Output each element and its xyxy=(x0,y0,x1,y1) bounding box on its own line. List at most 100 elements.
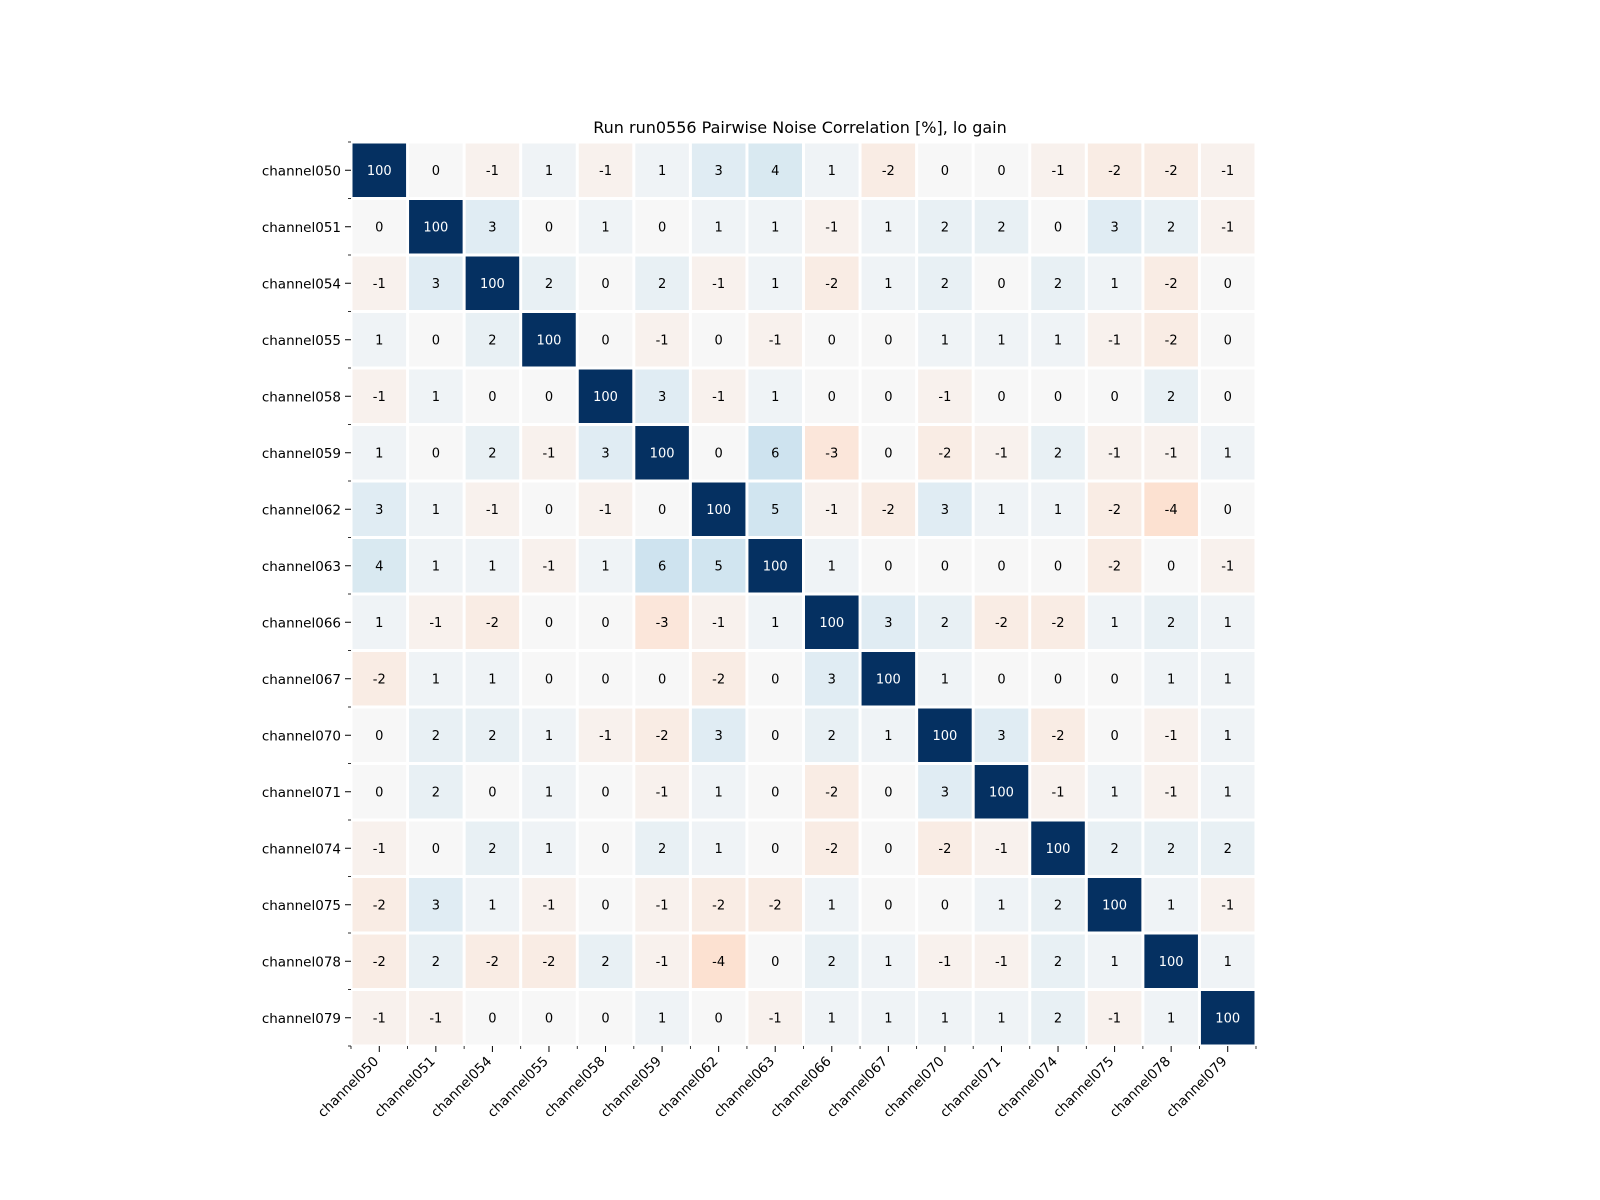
cell-value-label: -1 xyxy=(1165,785,1178,800)
cell-value-label: 1 xyxy=(545,785,553,800)
heatmap-cell-channel062-channel067 xyxy=(861,482,916,536)
heatmap-cell-channel050-channel054 xyxy=(465,143,520,197)
cell-value-label: 0 xyxy=(601,842,609,857)
heatmap-cell-channel054-channel075 xyxy=(1087,256,1142,310)
heatmap-cell-channel071-channel058 xyxy=(578,765,633,819)
cell-value-label: -3 xyxy=(825,446,838,461)
heatmap-cell-channel066-channel050 xyxy=(352,595,407,649)
cell-value-label: 3 xyxy=(375,503,383,518)
cell-value-label: 0 xyxy=(941,559,949,574)
heatmap-cell-channel059-channel078 xyxy=(1144,426,1198,480)
cell-value-label: 1 xyxy=(997,503,1005,518)
cell-value-label: 1 xyxy=(884,220,892,235)
heatmap-cell-channel067-channel074 xyxy=(1031,652,1085,706)
heatmap-cell-channel050-channel063 xyxy=(748,143,802,197)
cell-value-label: -1 xyxy=(542,446,555,461)
heatmap-cell-channel058-channel051 xyxy=(409,369,463,423)
heatmap-cell-channel058-channel059 xyxy=(635,369,689,423)
heatmap-cell-channel074-channel051 xyxy=(409,821,463,875)
heatmap-cell-channel066-channel063 xyxy=(748,595,802,649)
cell-value-label: 1 xyxy=(884,1011,892,1026)
heatmap-cell-channel070-channel079 xyxy=(1200,708,1255,762)
heatmap-cell-channel070-channel066 xyxy=(805,708,859,762)
heatmap-cell-channel079-channel078 xyxy=(1144,991,1198,1045)
cell-value-label: 2 xyxy=(1054,898,1062,913)
cell-value-label: 6 xyxy=(771,446,779,461)
cell-value-label: 100 xyxy=(650,446,675,461)
cell-value-label: -1 xyxy=(599,503,612,518)
heatmap-cell-channel058-channel063 xyxy=(748,369,802,423)
heatmap-cell-channel074-channel059 xyxy=(635,821,689,875)
heatmap-cell-channel054-channel067 xyxy=(861,256,916,310)
cell-value-label: 2 xyxy=(1167,390,1175,405)
heatmap-cell-channel071-channel062 xyxy=(691,765,746,819)
cell-value-label: -1 xyxy=(656,333,669,348)
cell-value-label: 0 xyxy=(545,503,553,518)
cell-value-label: 0 xyxy=(771,842,779,857)
cell-value-label: -1 xyxy=(995,955,1008,970)
cell-value-label: -1 xyxy=(656,785,669,800)
cell-value-label: 0 xyxy=(545,390,553,405)
heatmap-cell-channel066-channel067 xyxy=(861,595,916,649)
cell-value-label: 3 xyxy=(488,220,496,235)
heatmap-cell-channel074-channel054 xyxy=(465,821,520,875)
cell-value-label: 6 xyxy=(658,559,666,574)
heatmap-cell-channel075-channel067 xyxy=(861,878,916,932)
heatmap-cell-channel078-channel059 xyxy=(635,934,689,988)
heatmap-cell-channel054-channel050 xyxy=(352,256,407,310)
cell-value-label: 1 xyxy=(375,333,383,348)
cell-value-label: 2 xyxy=(488,333,496,348)
cell-value-label: 2 xyxy=(1224,842,1232,857)
heatmap-cell-channel079-channel063 xyxy=(748,991,802,1045)
cell-value-label: 2 xyxy=(432,729,440,744)
heatmap-cell-channel071-channel063 xyxy=(748,765,802,819)
cell-value-label: 0 xyxy=(545,672,553,687)
heatmap-cell-channel063-channel050 xyxy=(352,539,407,593)
y-tick-label-channel054: channel054 xyxy=(262,276,341,292)
cell-value-label: 1 xyxy=(1224,785,1232,800)
heatmap-cell-channel075-channel071 xyxy=(974,878,1029,932)
heatmap-cell-channel051-channel062 xyxy=(691,200,746,254)
heatmap-cell-channel070-channel070 xyxy=(918,708,972,762)
cell-value-label: 0 xyxy=(488,785,496,800)
heatmap-cell-channel078-channel051 xyxy=(409,934,463,988)
heatmap-cell-channel079-channel074 xyxy=(1031,991,1085,1045)
heatmap-cell-channel075-channel074 xyxy=(1031,878,1085,932)
heatmap-cell-channel054-channel079 xyxy=(1200,256,1255,310)
heatmap-cell-channel055-channel059 xyxy=(635,313,689,367)
cell-value-label: -1 xyxy=(429,616,442,631)
cell-value-label: 1 xyxy=(488,559,496,574)
cell-value-label: -1 xyxy=(769,333,782,348)
heatmap-cell-channel063-channel079 xyxy=(1200,539,1255,593)
heatmap-cell-channel075-channel063 xyxy=(748,878,802,932)
heatmap-cell-channel070-channel059 xyxy=(635,708,689,762)
heatmap-cell-channel062-channel058 xyxy=(578,482,633,536)
y-tick-label-channel063: channel063 xyxy=(262,559,341,575)
cell-value-label: 0 xyxy=(601,277,609,292)
cell-value-label: 1 xyxy=(545,842,553,857)
heatmap-cell-channel067-channel079 xyxy=(1200,652,1255,706)
heatmap-cell-channel059-channel058 xyxy=(578,426,633,480)
heatmap-cell-channel055-channel075 xyxy=(1087,313,1142,367)
cell-value-label: -2 xyxy=(1108,164,1121,179)
heatmap-cell-channel058-channel067 xyxy=(861,369,916,423)
cell-value-label: 1 xyxy=(997,898,1005,913)
cell-value-label: -1 xyxy=(995,446,1008,461)
cell-value-label: 2 xyxy=(432,785,440,800)
cell-value-label: 1 xyxy=(715,785,723,800)
heatmap-cell-channel050-channel071 xyxy=(974,143,1029,197)
cell-value-label: 100 xyxy=(537,333,562,348)
heatmap-cell-channel075-channel078 xyxy=(1144,878,1198,932)
cell-value-label: 0 xyxy=(432,164,440,179)
heatmap-cell-channel059-channel071 xyxy=(974,426,1029,480)
cell-value-label: 0 xyxy=(658,503,666,518)
heatmap-cell-channel055-channel050 xyxy=(352,313,407,367)
cell-value-label: -2 xyxy=(486,955,499,970)
heatmap-cell-channel062-channel059 xyxy=(635,482,689,536)
cell-value-label: 100 xyxy=(763,559,788,574)
heatmap-cell-channel071-channel078 xyxy=(1144,765,1198,819)
heatmap-cell-channel063-channel062 xyxy=(691,539,746,593)
heatmap-cell-channel075-channel050 xyxy=(352,878,407,932)
cell-value-label: 0 xyxy=(1054,672,1062,687)
cell-value-label: 5 xyxy=(715,559,723,574)
